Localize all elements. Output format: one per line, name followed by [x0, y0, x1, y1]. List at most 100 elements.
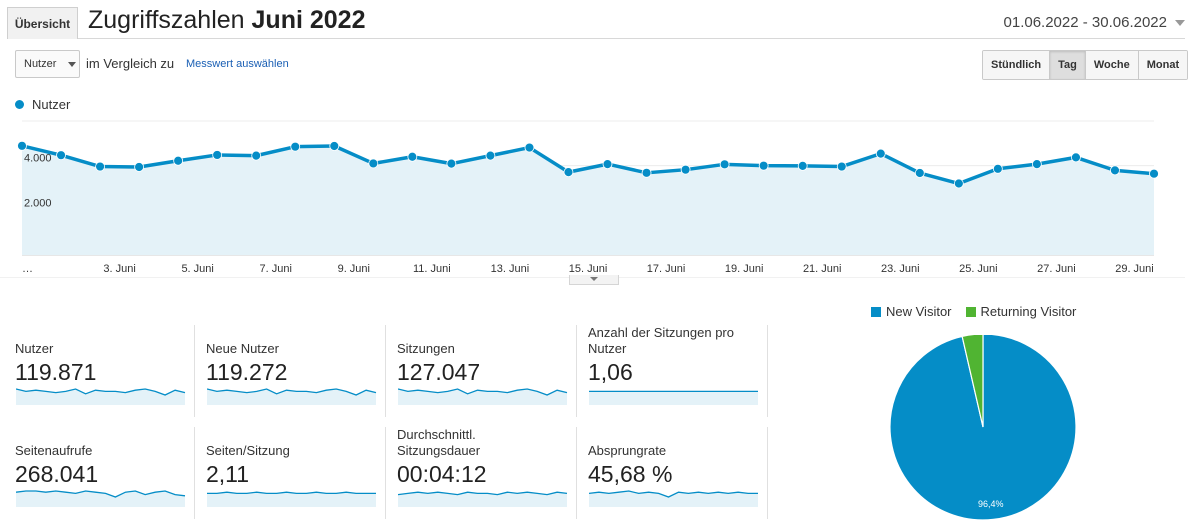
chart-legend: Nutzer: [15, 97, 70, 112]
chevron-down-icon: [590, 277, 598, 281]
date-range-label: 01.06.2022 - 30.06.2022: [1003, 14, 1167, 31]
data-point[interactable]: [602, 159, 613, 170]
metric-value: 45,68 %: [588, 461, 673, 487]
sparkline-line: [398, 388, 568, 396]
metric-divider: [385, 325, 386, 417]
metric-sparkline: [589, 390, 758, 405]
legend-dot-icon: [15, 100, 24, 109]
x-tick-label: 13. Juni: [491, 263, 530, 275]
granularity-toggle: Stündlich Tag Woche Monat: [982, 50, 1189, 80]
data-point[interactable]: [875, 148, 886, 159]
metric-divider: [194, 427, 195, 519]
tab-overview[interactable]: Übersicht: [7, 7, 78, 39]
metric-divider: [767, 325, 768, 417]
pie-slice-returning-visitor[interactable]: [961, 335, 984, 428]
data-point[interactable]: [17, 140, 27, 151]
pie-slice-new-visitor[interactable]: [889, 335, 1077, 521]
data-point[interactable]: [719, 159, 730, 170]
metric-card[interactable]: Absprungrate 45,68 %: [588, 427, 768, 519]
select-metric-link[interactable]: Messwert auswählen: [186, 58, 289, 70]
metric-select[interactable]: Nutzer: [15, 50, 80, 78]
x-tick-label: 27. Juni: [1037, 263, 1076, 275]
sparkline-area: [398, 389, 567, 405]
sparkline-area: [16, 491, 185, 507]
x-tick-label: 21. Juni: [803, 263, 842, 275]
data-point[interactable]: [836, 161, 847, 172]
granularity-day-button[interactable]: Tag: [1050, 51, 1086, 79]
data-point[interactable]: [1031, 159, 1042, 170]
metric-card[interactable]: Seitenaufrufe 268.041: [15, 427, 195, 519]
data-point[interactable]: [446, 158, 457, 169]
metric-sparkline: [207, 491, 376, 507]
metric-value: 2,11: [206, 461, 250, 487]
metric-card[interactable]: Seiten/Sitzung 2,11: [206, 427, 386, 519]
metric-select-value: Nutzer: [24, 58, 57, 70]
pie-slice-label: 96,4%: [978, 499, 1004, 509]
metric-card[interactable]: Neue Nutzer 119.272: [206, 325, 386, 417]
chart-collapse-handle[interactable]: [569, 275, 619, 285]
data-point[interactable]: [641, 167, 652, 178]
page-title-prefix: Zugriffszahlen: [88, 6, 245, 34]
pie-legend-label: New Visitor: [886, 304, 952, 319]
pie-legend: New Visitor Returning Visitor: [871, 304, 1076, 319]
metric-card[interactable]: Nutzer 119.871: [15, 325, 195, 417]
granularity-hourly-button[interactable]: Stündlich: [983, 51, 1051, 79]
data-point[interactable]: [368, 158, 379, 169]
chevron-down-icon: [1175, 19, 1185, 26]
data-point[interactable]: [485, 150, 496, 161]
data-point[interactable]: [1071, 152, 1081, 163]
legend-series-label: Nutzer: [32, 97, 71, 112]
sparkline-line: [398, 491, 568, 496]
data-point[interactable]: [953, 178, 964, 189]
legend-square-icon: [965, 306, 976, 317]
x-tick-label: 9. Juni: [338, 263, 370, 275]
data-point[interactable]: [290, 141, 301, 152]
header-divider: [78, 38, 1185, 39]
data-point[interactable]: [1149, 168, 1159, 179]
chevron-down-icon: [68, 61, 77, 67]
pie-legend-item-returning[interactable]: Returning Visitor: [965, 304, 1076, 319]
sparkline-line: [16, 490, 186, 498]
data-point[interactable]: [95, 161, 105, 172]
metric-divider: [767, 427, 768, 519]
metric-card[interactable]: Anzahl der Sitzungen pro Nutzer 1,06: [588, 325, 768, 417]
metric-card[interactable]: Sitzungen 127.047: [397, 325, 577, 417]
data-point[interactable]: [914, 168, 925, 178]
metric-value: 127.047: [397, 359, 481, 385]
x-tick-label: 5. Juni: [181, 263, 213, 275]
data-point[interactable]: [56, 150, 66, 161]
data-point[interactable]: [1110, 165, 1120, 176]
metric-card[interactable]: Durchschnittl. Sitzungsdauer 00:04:12: [397, 427, 577, 519]
data-point[interactable]: [329, 141, 340, 151]
sparkline-area: [589, 391, 758, 405]
data-point[interactable]: [407, 151, 418, 162]
granularity-month-button[interactable]: Monat: [1138, 51, 1188, 79]
metric-value: 268.041: [15, 461, 99, 487]
data-point[interactable]: [134, 162, 145, 172]
x-tick-label: 23. Juni: [881, 263, 920, 275]
metric-label: Absprungrate: [588, 443, 667, 458]
sparkline-area: [207, 492, 376, 507]
data-point[interactable]: [563, 167, 574, 178]
metric-sparkline: [398, 491, 568, 507]
pie-legend-item-new[interactable]: New Visitor: [871, 304, 952, 319]
y-tick-label: 6.000: [24, 118, 52, 120]
metric-label: Nutzer: [15, 341, 54, 356]
data-point[interactable]: [251, 150, 262, 161]
metric-sparkline: [398, 388, 568, 405]
data-point[interactable]: [173, 155, 184, 166]
data-point[interactable]: [212, 150, 223, 160]
x-tick-label: …: [22, 263, 33, 275]
data-point[interactable]: [524, 142, 535, 153]
metric-label: Seitenaufrufe: [15, 443, 93, 458]
x-tick-label: 19. Juni: [725, 263, 764, 275]
data-point[interactable]: [758, 160, 769, 171]
data-point[interactable]: [680, 164, 691, 175]
date-range-picker[interactable]: 01.06.2022 - 30.06.2022: [1004, 14, 1185, 31]
data-point[interactable]: [797, 160, 808, 171]
metric-sparkline: [207, 388, 377, 405]
granularity-week-button[interactable]: Woche: [1085, 51, 1139, 79]
legend-square-icon: [871, 306, 881, 317]
data-point[interactable]: [992, 163, 1003, 174]
y-tick-label: 4.000: [24, 153, 52, 165]
